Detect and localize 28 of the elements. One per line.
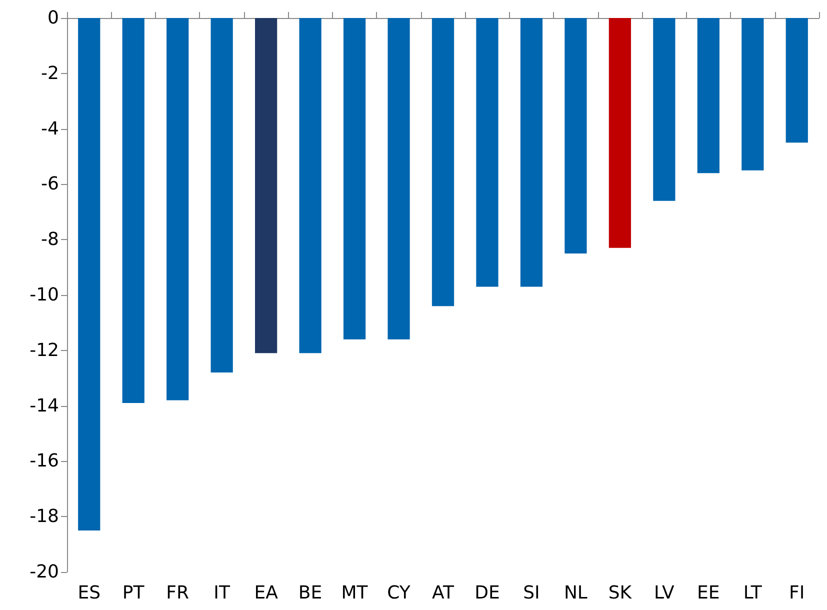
x-tick-label: FR xyxy=(166,582,190,604)
x-tick-label: FI xyxy=(789,582,805,604)
y-tick-label: -8 xyxy=(41,229,59,250)
x-tick-label: BE xyxy=(298,582,322,604)
y-tick-label: -14 xyxy=(30,395,59,416)
y-tick-label: -16 xyxy=(30,450,59,472)
y-tick-label: -10 xyxy=(30,284,59,306)
x-tick-label: NL xyxy=(564,582,588,604)
x-tick-label: AT xyxy=(432,582,455,604)
x-tick-label: MT xyxy=(341,582,369,604)
y-tick-label: -12 xyxy=(30,340,59,361)
y-tick-label: -4 xyxy=(41,118,59,140)
x-tick-label: EE xyxy=(697,582,720,604)
x-tick-label: LV xyxy=(654,582,676,604)
x-tick-label: ES xyxy=(78,582,101,604)
x-tick-label: SI xyxy=(523,582,540,604)
x-tick-label: CY xyxy=(387,582,412,604)
y-tick-label: -6 xyxy=(41,174,59,195)
x-tick-label: SK xyxy=(608,582,633,604)
y-tick-label: -20 xyxy=(30,562,59,582)
x-tick-label: PT xyxy=(122,582,146,604)
y-tick-label: -2 xyxy=(41,62,59,84)
x-tick-label: DE xyxy=(474,582,500,604)
y-tick-label: 0 xyxy=(48,8,59,28)
x-tick-label: EA xyxy=(254,582,279,604)
x-tick-label: LT xyxy=(743,582,763,604)
y-tick-label: -18 xyxy=(30,506,59,528)
x-tick-label: IT xyxy=(214,582,231,604)
